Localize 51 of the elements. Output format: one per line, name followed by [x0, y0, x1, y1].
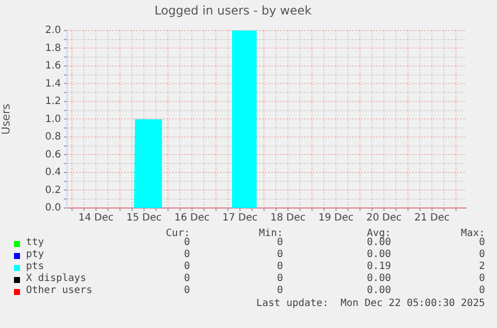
- text: 0.00: [366, 237, 391, 248]
- text: 0.00: [366, 285, 391, 296]
- x-tick-label: 14 Dec: [78, 212, 114, 224]
- legend-label: pts: [26, 261, 44, 272]
- y-tick-label: 1.2: [45, 96, 61, 108]
- x-tick-label: 16 Dec: [174, 212, 210, 224]
- x-tick-label: 18 Dec: [270, 212, 306, 224]
- text: 0: [478, 237, 485, 248]
- text: 0: [478, 273, 485, 284]
- text: 0: [276, 249, 283, 260]
- text: Cur:: [166, 228, 190, 239]
- text: 0.00: [366, 249, 391, 260]
- y-tick-label: 1.0: [45, 114, 61, 125]
- y-tick-label: 0.8: [45, 132, 61, 143]
- text: 0.19: [366, 261, 391, 272]
- text: 0: [478, 249, 485, 260]
- y-tick-label: 1.6: [45, 60, 61, 72]
- y-tick-label: 0.0: [45, 202, 61, 214]
- text: 0: [276, 237, 283, 248]
- y-axis-title: Users: [0, 104, 12, 135]
- x-tick-label: 19 Dec: [318, 212, 354, 224]
- text: 2: [478, 261, 485, 272]
- text: 0: [184, 273, 190, 284]
- x-tick-label: 21 Dec: [414, 212, 450, 224]
- text: Last update: Mon Dec 22 05:00:30 2025: [256, 298, 485, 309]
- text: 0.00: [366, 273, 391, 284]
- y-tick-label: 1.4: [45, 78, 61, 90]
- y-tick-label: 0.4: [45, 167, 61, 178]
- x-tick-label: 15 Dec: [126, 212, 162, 224]
- text: 0: [276, 261, 283, 272]
- legend-label: pty: [26, 249, 44, 260]
- text: 0: [276, 273, 283, 284]
- x-tick-label: 17 Dec: [222, 212, 258, 224]
- y-tick-label: 0.2: [45, 184, 61, 196]
- text: Avg:: [366, 228, 391, 239]
- text: 0: [276, 285, 283, 296]
- text: 0: [478, 285, 485, 296]
- legend-label: tty: [26, 237, 44, 248]
- y-tick-label: 2.0: [45, 24, 61, 36]
- text: Max:: [460, 228, 485, 239]
- text: 0: [184, 249, 190, 260]
- chart-title: Logged in users - by week: [154, 3, 312, 18]
- y-tick-label: 1.8: [45, 42, 61, 54]
- text: 0: [184, 285, 190, 296]
- text: Min:: [258, 228, 283, 239]
- legend-label: X displays: [26, 273, 86, 284]
- legend-label: Other users: [26, 285, 92, 296]
- text: 0: [184, 261, 190, 272]
- text: 0: [184, 237, 190, 248]
- y-tick-label: 0.6: [45, 149, 61, 160]
- x-tick-label: 20 Dec: [366, 212, 402, 224]
